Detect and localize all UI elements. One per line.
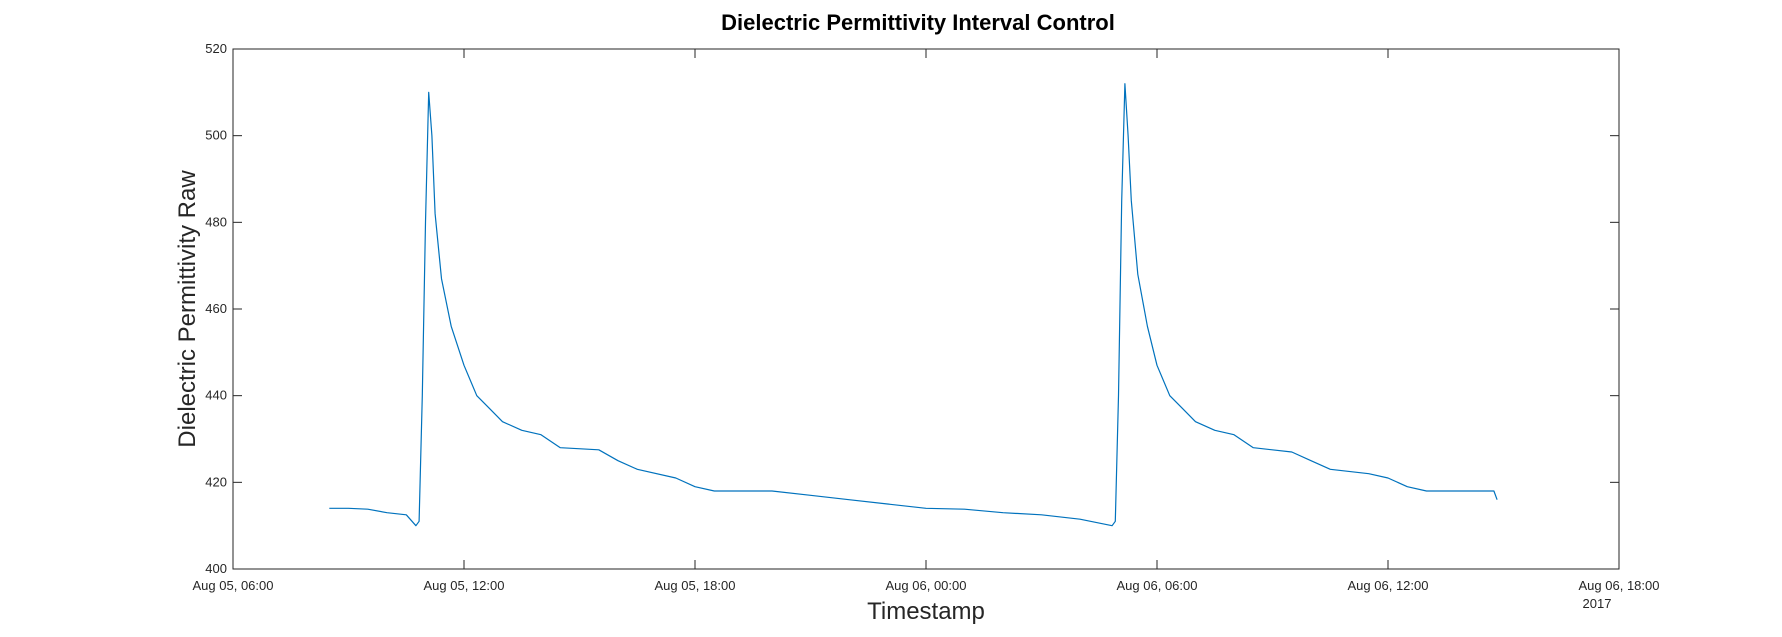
y-axis-label: Dielectric Permittivity Raw xyxy=(174,170,201,448)
x-tick-label: Aug 05, 12:00 xyxy=(424,578,505,593)
x-axis: Aug 05, 06:00 Aug 05, 12:00 Aug 05, 18:00 A… xyxy=(193,49,1660,593)
x-tick-label: Aug 06, 18:00 xyxy=(1579,578,1660,593)
y-tick-label: 460 xyxy=(205,301,227,316)
y-tick-label: 500 xyxy=(205,128,227,143)
y-tick-label: 420 xyxy=(205,474,227,489)
plot-area xyxy=(232,48,1620,570)
x-axis-label: Timestamp xyxy=(867,598,985,625)
chart-title: Dielectric Permittivity Interval Control xyxy=(721,10,1115,35)
series-group xyxy=(329,83,1498,527)
x-tick-label: Aug 06, 06:00 xyxy=(1117,578,1198,593)
x-tick-label: Aug 05, 06:00 xyxy=(193,578,274,593)
y-tick-label: 400 xyxy=(205,561,227,576)
y-tick-label: 480 xyxy=(205,214,227,229)
x-tick-label: Aug 06, 00:00 xyxy=(886,578,967,593)
y-tick-label: 520 xyxy=(205,41,227,56)
x-axis-year-label: 2017 xyxy=(1583,596,1612,611)
x-tick-label: Aug 05, 18:00 xyxy=(655,578,736,593)
series-line xyxy=(329,83,1498,527)
y-axis: 400 420 440 460 480 500 520 xyxy=(205,41,1619,576)
y-tick-label: 440 xyxy=(205,388,227,403)
x-tick-label: Aug 06, 12:00 xyxy=(1348,578,1429,593)
